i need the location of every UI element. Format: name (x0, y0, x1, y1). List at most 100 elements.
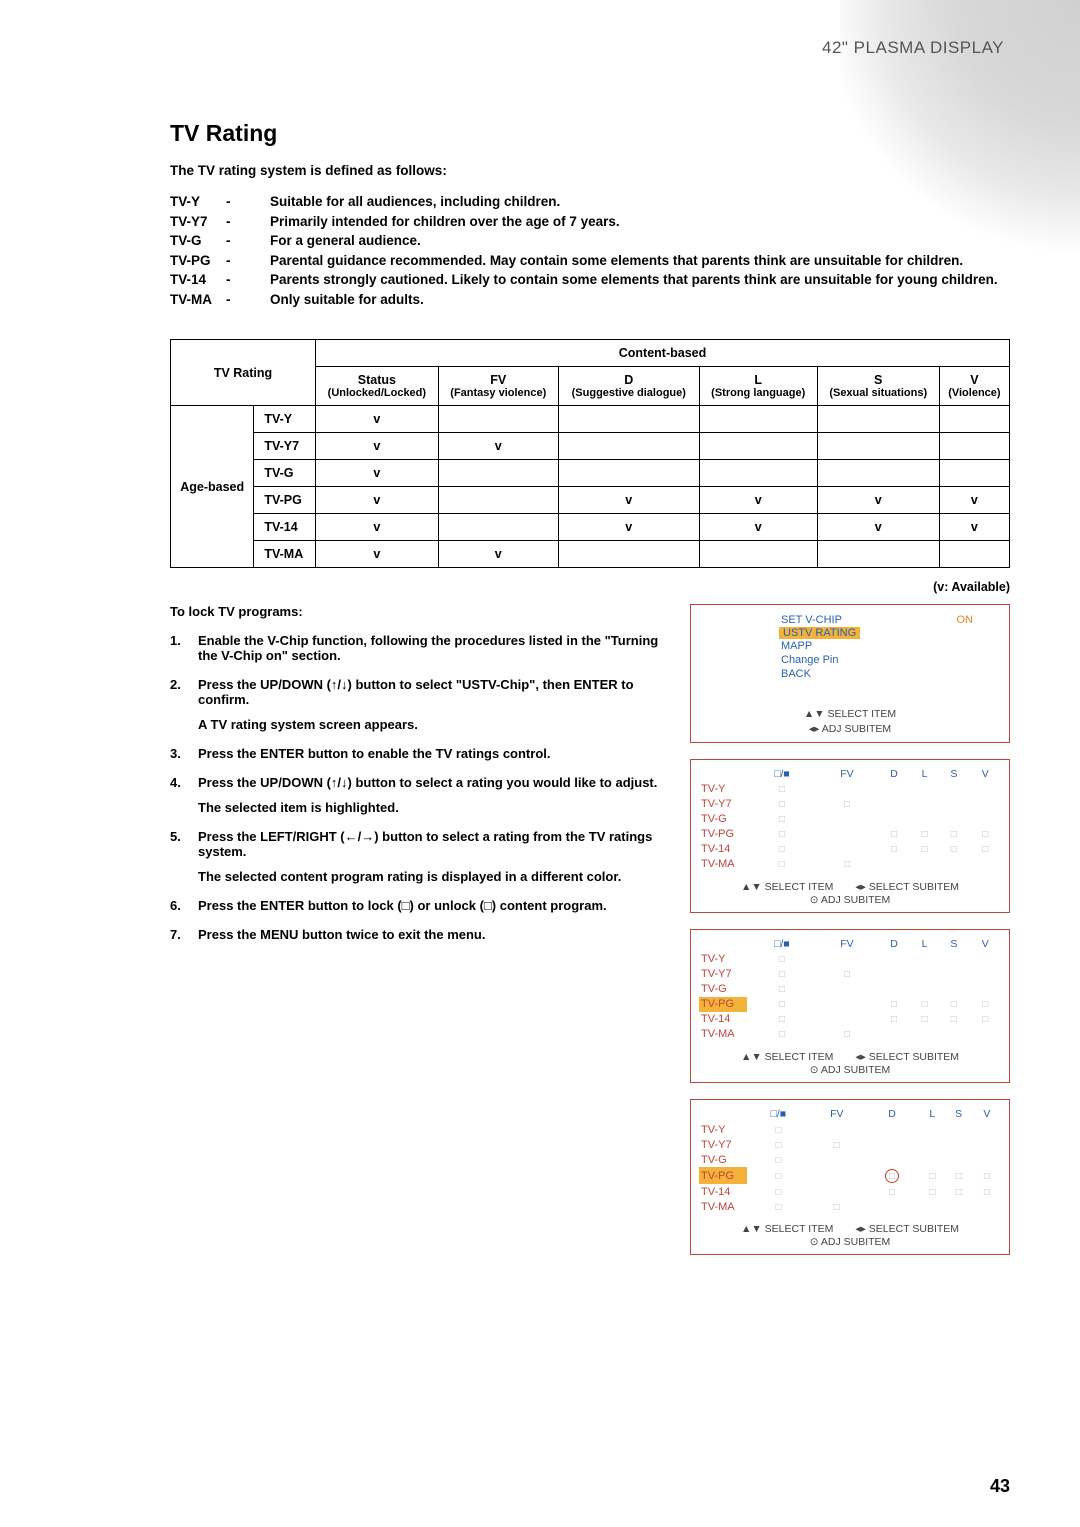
grid-cell: □ (810, 1137, 864, 1152)
lock-icon: □ (922, 1014, 928, 1025)
def-dash: - (226, 251, 270, 271)
lock-icon: □ (779, 1029, 785, 1040)
grid-row-label: TV-PG (699, 997, 747, 1012)
instructions: To lock TV programs: 1.Enable the V-Chip… (170, 604, 664, 1255)
instruction-step: 7.Press the MENU button twice to exit th… (170, 927, 664, 942)
grid-row-label: TV-Y (699, 782, 747, 797)
cell (699, 406, 817, 433)
lock-icon: □ (834, 1202, 840, 1213)
lock-icon: □ (929, 1187, 935, 1198)
cell (817, 541, 939, 568)
table-row: TV-PGvvvvv (171, 487, 1010, 514)
lock-icon: □ (779, 984, 785, 995)
lock-icon: □ (844, 799, 850, 810)
grid-cell (970, 982, 1001, 997)
th-status: Status(Unlocked/Locked) (315, 367, 438, 406)
available-note: (v: Available) (170, 580, 1010, 594)
lock-icon: □ (834, 1140, 840, 1151)
grid-cell: □ (747, 782, 817, 797)
grid-cell (970, 952, 1001, 967)
def-text: Parental guidance recommended. May conta… (270, 251, 1010, 271)
grid-cell: □ (747, 827, 817, 842)
osd-menu-item: BACK (779, 667, 999, 681)
grid-cell: □ (747, 842, 817, 857)
lock-icon: □ (891, 1014, 897, 1025)
grid-col-header: D (877, 936, 911, 952)
lock-icon: □ (956, 1187, 962, 1198)
grid-cell: □ (938, 842, 969, 857)
grid-cell (817, 827, 877, 842)
grid-col-header: L (911, 766, 938, 782)
lock-icon: □ (885, 1169, 899, 1183)
grid-cell: □ (938, 827, 969, 842)
grid-row-label: TV-Y7 (699, 797, 747, 812)
grid-row-label: TV-G (699, 812, 747, 827)
grid-cell: □ (864, 1184, 920, 1199)
grid-cell: □ (973, 1184, 1001, 1199)
section-title: TV Rating (170, 120, 1010, 147)
lock-icon: □ (982, 844, 988, 855)
grid-cell (864, 1122, 920, 1137)
row-label: TV-Y7 (254, 433, 316, 460)
grid-cell (938, 967, 969, 982)
def-dash: - (226, 212, 270, 232)
grid-cell (877, 782, 911, 797)
cell (817, 433, 939, 460)
osd-menu-item: Change Pin (779, 653, 999, 667)
grid-cell (864, 1199, 920, 1214)
grid-cell: □ (747, 967, 817, 982)
lock-icon: □ (844, 969, 850, 980)
osd-grid-hints: ▲▼ SELECT ITEM◂▸ SELECT SUBITEM (699, 880, 1001, 894)
th-age-based: Age-based (171, 406, 254, 568)
grid-cell (817, 812, 877, 827)
lock-icon: □ (891, 999, 897, 1010)
rating-table: TV Rating Content-based Status(Unlocked/… (170, 339, 1010, 568)
cell (558, 433, 699, 460)
definition-row: TV-14-Parents strongly cautioned. Likely… (170, 270, 1010, 290)
grid-cell: □ (970, 997, 1001, 1012)
grid-col-header: FV (817, 936, 877, 952)
table-row: TV-14vvvvv (171, 514, 1010, 541)
lock-icon: □ (775, 1202, 781, 1213)
def-code: TV-Y (170, 192, 226, 212)
instruction-step: 2.Press the UP/DOWN (↑/↓) button to sele… (170, 677, 664, 732)
def-code: TV-14 (170, 270, 226, 290)
grid-col-header: □/■ (747, 766, 817, 782)
table-row: TV-Gv (171, 460, 1010, 487)
definition-row: TV-Y-Suitable for all audiences, includi… (170, 192, 1010, 212)
step-number: 3. (170, 746, 198, 761)
cell (558, 406, 699, 433)
grid-col-header: D (877, 766, 911, 782)
def-code: TV-G (170, 231, 226, 251)
grid-col-header: V (970, 936, 1001, 952)
instruction-step: 5.Press the LEFT/RIGHT (←/→) button to s… (170, 829, 664, 884)
grid-cell: □ (747, 997, 817, 1012)
lock-icon: □ (779, 829, 785, 840)
grid-cell: □ (877, 842, 911, 857)
cell (817, 460, 939, 487)
definition-row: TV-MA-Only suitable for adults. (170, 290, 1010, 310)
page-content: 42" PLASMA DISPLAY TV Rating The TV rati… (0, 0, 1080, 1255)
grid-col-header: S (945, 1106, 973, 1122)
grid-cell (973, 1199, 1001, 1214)
grid-cell: □ (970, 827, 1001, 842)
osd-grid-hint-adj: ⊙ ADJ SUBITEM (699, 894, 1001, 906)
grid-cell (810, 1167, 864, 1184)
cell (558, 460, 699, 487)
instruction-step: 6.Press the ENTER button to lock (□) or … (170, 898, 664, 913)
grid-cell (864, 1137, 920, 1152)
grid-col-header: FV (810, 1106, 864, 1122)
grid-cell (877, 952, 911, 967)
grid-col-header: FV (817, 766, 877, 782)
grid-cell: □ (747, 952, 817, 967)
grid-col-header: S (938, 766, 969, 782)
grid-cell: □ (747, 1122, 810, 1137)
cell: v (315, 406, 438, 433)
grid-cell (938, 952, 969, 967)
grid-cell (817, 982, 877, 997)
th-s: S(Sexual situations) (817, 367, 939, 406)
grid-cell (938, 782, 969, 797)
grid-cell: □ (938, 1012, 969, 1027)
step-note: The selected content program rating is d… (198, 869, 664, 884)
grid-cell (945, 1199, 973, 1214)
